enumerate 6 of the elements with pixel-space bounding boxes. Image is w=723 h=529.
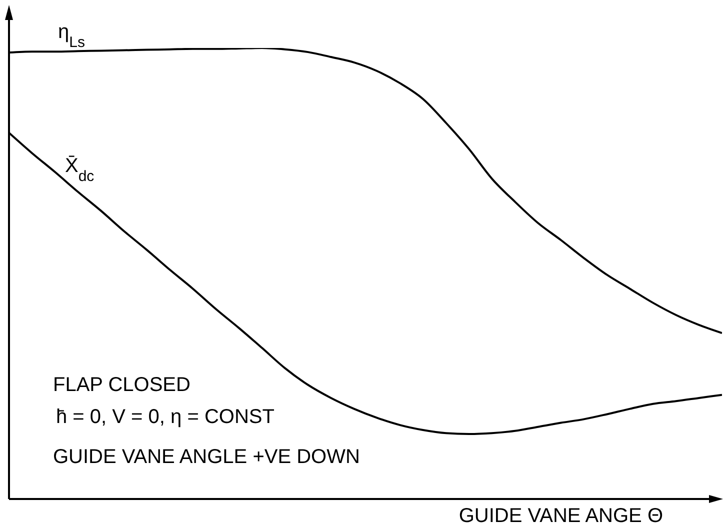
series-label: η$_{Ls}$ xyxy=(58,21,85,50)
annotation: FLAP CLOSED xyxy=(53,374,190,396)
annotation: h̄ = 0, V = 0, η = CONST xyxy=(56,406,274,428)
series-label: X̄$_{dc}$ xyxy=(65,154,95,184)
x-axis-title: GUIDE VANE ANGE Θ xyxy=(458,505,663,527)
annotation: GUIDE VANE ANGLE +VE DOWN xyxy=(53,446,360,468)
